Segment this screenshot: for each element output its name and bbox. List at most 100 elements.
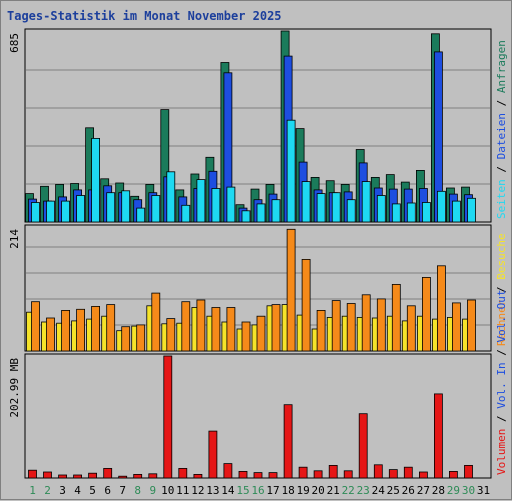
bar-sites-day-4 (76, 308, 85, 352)
bar-pages-day-29 (451, 200, 461, 223)
x-tick-label-day-23: 23 (357, 484, 370, 497)
bar-pages-day-27 (421, 202, 431, 223)
bar-volume-day-10 (163, 355, 173, 479)
bar-sites-day-23 (361, 294, 371, 352)
bar-pages-day-4 (76, 195, 85, 223)
legend-separator: / (495, 159, 508, 179)
bar-volume-day-9 (148, 473, 158, 479)
bar-volume-day-14 (223, 463, 233, 479)
bar-sites-day-8 (136, 324, 146, 352)
bar-sites-day-20 (316, 309, 326, 352)
bar-sites-day-18 (286, 228, 296, 352)
bar-pages-day-11 (181, 204, 191, 223)
bar-volume-day-1 (28, 469, 37, 479)
legend-item-vol-in: Vol. In (495, 362, 508, 408)
bar-sites-day-5 (91, 305, 100, 352)
bar-volume-day-8 (133, 473, 143, 479)
legend-separator: / (495, 93, 508, 113)
legend-item-seiten: Seiten (495, 179, 508, 219)
bar-pages-day-28 (436, 190, 446, 223)
bar-pages-day-30 (467, 197, 476, 223)
x-tick-label-day-15: 15 (236, 484, 249, 497)
bar-pages-day-21 (331, 192, 341, 223)
x-tick-label-day-8: 8 (134, 484, 141, 497)
x-tick-label-day-29: 29 (447, 484, 460, 497)
bar-sites-day-25 (391, 283, 401, 352)
bar-sites-day-29 (451, 302, 461, 352)
bar-sites-day-7 (121, 326, 131, 352)
bar-sites-day-27 (421, 276, 431, 352)
x-tick-label-day-18: 18 (281, 484, 294, 497)
y-max-label-volume: 202.99 MB (8, 358, 21, 418)
bar-volume-day-30 (464, 464, 473, 479)
bar-volume-day-29 (448, 470, 458, 479)
x-tick-label-day-12: 12 (191, 484, 204, 497)
x-tick-label-day-2: 2 (44, 484, 51, 497)
chart-title: Tages-Statistik im Monat November 2025 (7, 9, 282, 23)
bar-volume-day-25 (388, 469, 398, 479)
bar-sites-day-10 (166, 318, 176, 352)
x-tick-label-day-16: 16 (251, 484, 264, 497)
x-tick-label-day-17: 17 (266, 484, 279, 497)
bar-volume-day-6 (103, 467, 113, 479)
legend-item-anfragen: Anfragen (495, 40, 508, 93)
bar-pages-day-13 (211, 188, 221, 223)
bar-pages-day-10 (166, 171, 176, 223)
x-tick-label-day-24: 24 (372, 484, 386, 497)
x-tick-label-day-26: 26 (402, 484, 415, 497)
bar-pages-day-2 (46, 200, 55, 223)
bar-volume-day-22 (343, 470, 353, 479)
bar-pages-day-18 (286, 119, 296, 223)
legend-item-besuche: Besuche (495, 233, 508, 279)
bar-sites-day-11 (181, 301, 191, 352)
legend-item-rechner: Rechner (495, 299, 508, 346)
bar-volume-day-11 (178, 467, 188, 479)
bar-volume-day-19 (298, 466, 308, 479)
x-tick-label-day-14: 14 (221, 484, 235, 497)
bar-volume-day-5 (88, 472, 97, 479)
legend-item-dateien: Dateien (495, 113, 508, 159)
bar-sites-day-2 (46, 317, 55, 352)
bar-sites-day-26 (406, 305, 416, 352)
legend-visits: Rechner / Besuche (495, 233, 508, 346)
bar-volume-day-15 (238, 470, 248, 479)
bar-pages-day-24 (376, 195, 386, 223)
bar-sites-day-22 (346, 303, 356, 352)
bar-pages-day-14 (226, 186, 236, 223)
bar-volume-day-3 (58, 474, 67, 479)
bar-volume-day-26 (403, 466, 413, 479)
bar-volume-day-2 (43, 471, 52, 479)
bar-sites-day-21 (331, 300, 341, 352)
bar-pages-day-17 (271, 199, 281, 223)
bar-volume-day-4 (73, 474, 82, 479)
bar-pages-day-16 (256, 203, 266, 223)
bar-volume-day-17 (268, 472, 278, 479)
x-tick-label-day-13: 13 (206, 484, 219, 497)
bar-sites-day-24 (376, 298, 386, 352)
bar-pages-day-9 (151, 195, 161, 223)
x-tick-label-day-5: 5 (89, 484, 96, 497)
x-tick-label-day-10: 10 (161, 484, 174, 497)
bar-volume-day-21 (328, 464, 338, 479)
bar-pages-day-22 (346, 199, 356, 223)
bar-pages-day-15 (241, 210, 251, 223)
bar-volume-day-12 (193, 473, 203, 479)
x-tick-label-day-11: 11 (176, 484, 189, 497)
bar-volume-day-16 (253, 472, 263, 479)
bar-pages-day-20 (316, 193, 326, 223)
bar-volume-day-23 (358, 413, 368, 479)
bar-sites-day-17 (271, 304, 281, 352)
bar-sites-day-16 (256, 315, 266, 352)
bar-volume-day-27 (418, 471, 428, 479)
bar-pages-day-5 (91, 137, 100, 223)
bar-sites-day-9 (151, 292, 161, 352)
bar-volume-day-24 (373, 464, 383, 479)
bar-sites-day-19 (301, 258, 311, 352)
legend-requests: Seiten / Dateien / Anfragen (495, 40, 508, 219)
x-tick-label-day-19: 19 (296, 484, 309, 497)
bar-sites-day-30 (467, 299, 476, 352)
legend-volume: Volumen / Vol. In / Vol. Out (495, 290, 508, 475)
bar-pages-day-6 (106, 192, 116, 223)
x-tick-label-day-27: 27 (417, 484, 430, 497)
bar-sites-day-6 (106, 304, 116, 352)
